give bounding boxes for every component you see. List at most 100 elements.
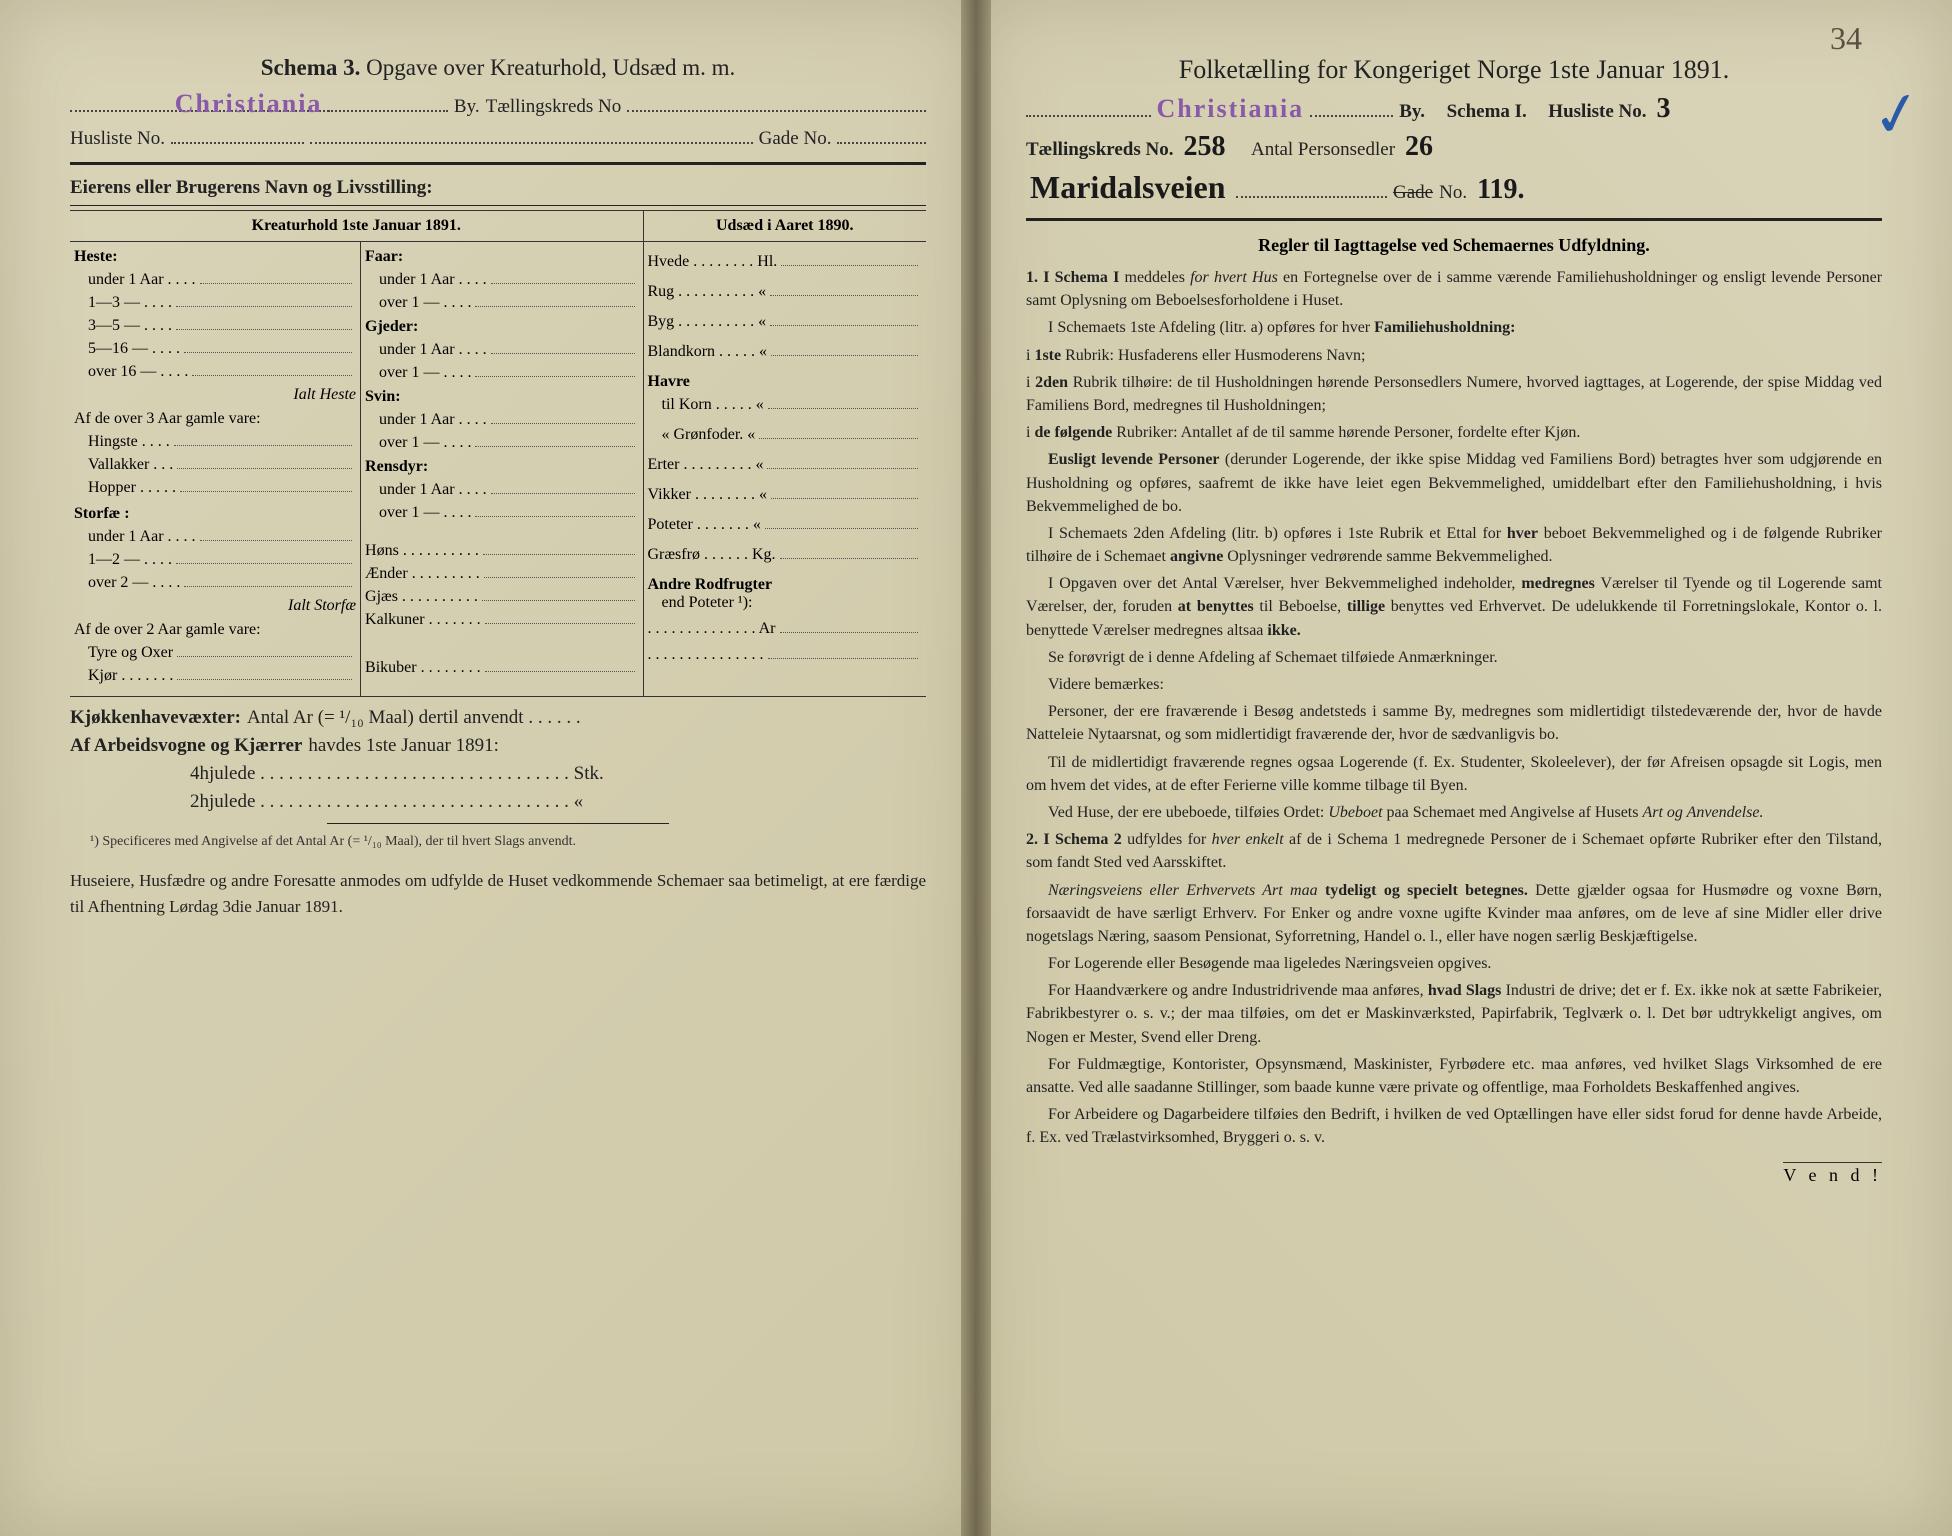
graesfro: Græsfrø . . . . . . Kg.	[648, 546, 776, 564]
tilkorn: til Korn . . . . . «	[648, 396, 764, 414]
p14b: udfyldes for	[1122, 831, 1212, 848]
rule-2	[70, 205, 926, 206]
p3b: Rubrik: Husfaderens eller Husmoderens Na…	[1061, 347, 1365, 364]
schema3-sub: Opgave over Kreaturhold, Udsæd m. m.	[366, 55, 735, 80]
arbeids-line: Af Arbeidsvogne og Kjærrer havdes 1ste J…	[70, 735, 926, 757]
rug: Rug . . . . . . . . . . «	[648, 283, 767, 301]
schema3-title: Schema 3. Opgave over Kreaturhold, Udsæd…	[70, 55, 926, 81]
left-page: Schema 3. Opgave over Kreaturhold, Udsæd…	[0, 0, 976, 1536]
p14a: I Schema 2	[1043, 831, 1121, 848]
para-15: Næringsveiens eller Erhvervets Art maa t…	[1026, 879, 1882, 949]
schema-label: Schema I.	[1447, 101, 1527, 123]
col-a: Heste: under 1 Aar . . . . 1—3 — . . . .…	[70, 242, 361, 696]
rule-r1	[1026, 218, 1882, 221]
city-line-left: Christiania By. Tællingskreds No	[70, 89, 926, 119]
by-label-left: By.	[454, 96, 480, 118]
udsaed-head: Udsæd i Aaret 1890.	[644, 211, 926, 241]
p2: I Schemaets 1ste Afdeling (litr. a) opfø…	[1048, 319, 1374, 336]
tk-val: 258	[1179, 131, 1229, 163]
gade-strike: Gade	[1393, 182, 1433, 204]
hvede: Hvede . . . . . . . . Hl.	[648, 253, 778, 271]
kjokken-line: Kjøkkenhavevæxter: Antal Ar (= ¹/₁₀ Maal…	[70, 707, 926, 729]
svin-cat: Svin:	[365, 388, 638, 406]
city-line-right: Christiania By. Schema I. Husliste No. 3	[1026, 93, 1882, 125]
p14c: hver enkelt	[1212, 831, 1284, 848]
h-o16: over 16 — . . . .	[74, 363, 188, 381]
main-title: Folketælling for Kongeriget Norge 1ste J…	[1026, 55, 1882, 85]
street-line: Maridalsveien Gade No. 119.	[1026, 169, 1882, 206]
blandkorn: Blandkorn . . . . . «	[648, 343, 768, 361]
owner-label: Eierens eller Brugerens Navn og Livsstil…	[70, 177, 926, 199]
s-o2: over 2 — . . . .	[74, 574, 180, 592]
p8f: tillige	[1347, 598, 1385, 615]
p1a: I Schema I	[1043, 269, 1119, 286]
hons: Høns . . . . . . . . . .	[365, 542, 479, 560]
para-8: I Opgaven over det Antal Værelser, hver …	[1026, 572, 1882, 642]
tyre: Tyre og Oxer	[74, 644, 173, 662]
blank-line: . . . . . . . . . . . . . . .	[648, 646, 764, 664]
para-1: 1. I Schema I meddeles for hvert Hus en …	[1026, 266, 1882, 312]
book-spread: Schema 3. Opgave over Kreaturhold, Udsæd…	[0, 0, 1952, 1536]
col-b: Faar: under 1 Aar . . . . over 1 — . . .…	[361, 242, 643, 696]
f-o1: over 1 — . . . .	[365, 294, 471, 312]
p17b: hvad Slags	[1428, 982, 1502, 999]
husliste-line-left: Husliste No. Gade No.	[70, 125, 926, 150]
twowheel: 2hjulede . . . . . . . . . . . . . . . .…	[70, 791, 926, 813]
schema3-num: Schema 3.	[261, 55, 361, 80]
husliste-val: 3	[1652, 93, 1674, 125]
husliste-label-right: Husliste No.	[1548, 101, 1646, 123]
andre: Andre Rodfrugter	[648, 576, 922, 594]
f-u1: under 1 Aar . . . .	[365, 271, 487, 289]
s-12: 1—2 — . . . .	[74, 551, 172, 569]
rensdyr-cat: Rensdyr:	[365, 458, 638, 476]
p7b: hver	[1507, 525, 1538, 542]
gade-label-left: Gade No.	[759, 128, 832, 150]
para-17: For Haandværkere og andre Industridriven…	[1026, 979, 1882, 1049]
para-5: i de følgende Rubriker: Antallet af de t…	[1026, 421, 1882, 444]
p8d: at benyttes	[1178, 598, 1254, 615]
p4b: Rubrik tilhøire: de til Husholdningen hø…	[1026, 374, 1882, 414]
main-table: Heste: under 1 Aar . . . . 1—3 — . . . .…	[70, 242, 926, 697]
gjaes: Gjæs . . . . . . . . . .	[365, 588, 478, 606]
by-label-right: By.	[1399, 101, 1425, 123]
rule-1	[70, 162, 926, 165]
p15b: tydeligt og specielt betegnes.	[1325, 882, 1528, 899]
street-name: Maridalsveien	[1026, 169, 1230, 206]
sv-u1: under 1 Aar . . . .	[365, 411, 487, 429]
h-u1: under 1 Aar . . . .	[74, 271, 196, 289]
vallakker: Vallakker . . .	[74, 456, 173, 474]
p7d: angivne	[1170, 548, 1223, 565]
r-u1: under 1 Aar . . . .	[365, 481, 487, 499]
erter: Erter . . . . . . . . . «	[648, 456, 764, 474]
faar-cat: Faar:	[365, 248, 638, 266]
p8h: ikke.	[1267, 622, 1300, 639]
antal-label: Antal Personsedler	[1251, 139, 1395, 161]
h-35: 3—5 — . . . .	[74, 317, 172, 335]
ar-line: . . . . . . . . . . . . . . Ar	[648, 620, 776, 638]
gjeder-cat: Gjeder:	[365, 318, 638, 336]
h-516: 5—16 — . . . .	[74, 340, 180, 358]
no-label: No.	[1439, 182, 1467, 204]
p4a: 2den	[1035, 374, 1068, 391]
closing-note: Huseiere, Husfædre og andre Foresatte an…	[70, 868, 926, 919]
g-o1: over 1 — . . . .	[365, 364, 471, 382]
right-page: 34 ✓ Folketælling for Kongeriget Norge 1…	[976, 0, 1952, 1536]
kjor: Kjør . . . . . . .	[74, 667, 173, 685]
kjokken-label: Kjøkkenhavevæxter:	[70, 707, 241, 729]
p3a: 1ste	[1034, 347, 1061, 364]
p15a: Næringsveiens eller Erhvervets Art maa	[1048, 882, 1325, 899]
husliste-label-left: Husliste No.	[70, 128, 165, 150]
p1b: meddeles	[1119, 269, 1190, 286]
kalkuner: Kalkuner . . . . . . .	[365, 611, 481, 629]
p13b: Ubeboet	[1328, 804, 1382, 821]
p17a: For Haandværkere og andre Industridriven…	[1048, 982, 1428, 999]
p8e: til Beboelse,	[1254, 598, 1347, 615]
aender: Ænder . . . . . . . . .	[365, 565, 480, 583]
poteter: Poteter . . . . . . . «	[648, 516, 761, 534]
p13c: paa Schemaet med Angivelse af Husets	[1383, 804, 1643, 821]
antal-val: 26	[1401, 131, 1437, 163]
para-13: Ved Huse, der ere ubeboede, tilføies Ord…	[1026, 801, 1882, 824]
endpoteter: end Poteter ¹):	[648, 594, 922, 612]
hingste: Hingste . . . .	[74, 433, 170, 451]
vend-label: V e n d !	[1783, 1162, 1882, 1186]
